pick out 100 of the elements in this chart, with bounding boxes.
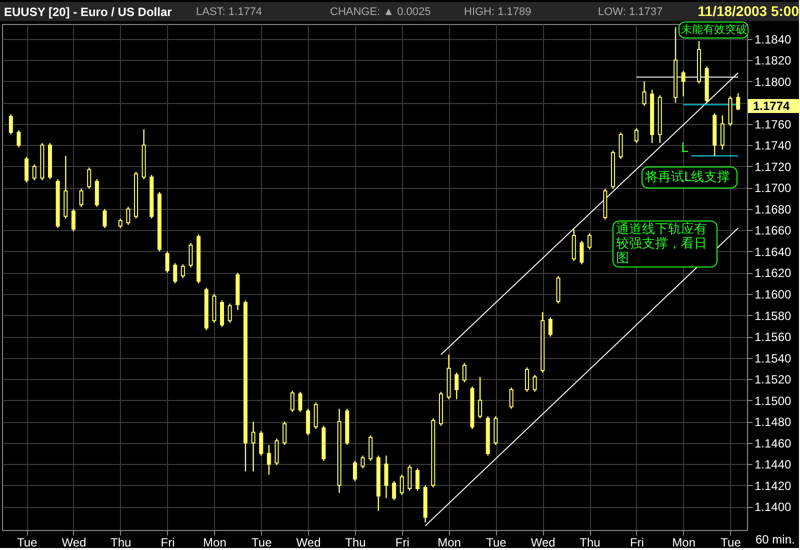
- candlestick: [87, 166, 92, 190]
- text: 11/18/2003 5:00: [698, 3, 800, 19]
- candlestick: [509, 386, 514, 410]
- y-tick-label: 1.1520: [754, 372, 792, 387]
- candlestick: [94, 178, 99, 208]
- x-tick-label: Tue: [16, 536, 38, 550]
- candlestick: [251, 420, 256, 472]
- y-tick-label: 1.1720: [754, 160, 792, 174]
- text: LAST: 1.1774: [196, 6, 262, 18]
- x-tick-label: Fri: [395, 536, 410, 550]
- annotation: 未能有效突破: [681, 23, 747, 36]
- y-tick-label: 1.1700: [754, 181, 792, 196]
- y-tick-label: 1.1800: [754, 74, 792, 89]
- x-tick-label: Fri: [630, 536, 644, 550]
- x-tick-label: Tue: [486, 536, 507, 550]
- y-tick-label: 1.1540: [754, 351, 792, 366]
- candlestick: [556, 275, 560, 304]
- x-tick-label: Wed: [296, 536, 321, 550]
- candlestick: [266, 444, 271, 476]
- candlestick: [588, 232, 592, 250]
- candlestick: [524, 366, 529, 392]
- y-tick-label: 1.1620: [754, 266, 792, 280]
- candlestick: [165, 250, 170, 274]
- y-tick-label: 1.1480: [754, 415, 792, 430]
- candlestick: [720, 114, 724, 150]
- candlestick: [290, 390, 294, 413]
- y-tick-label: 1.1560: [754, 330, 792, 344]
- candlestick: [282, 420, 287, 446]
- candlestick: [368, 434, 373, 462]
- x-tick-label: Wed: [530, 536, 556, 550]
- annotation: 将再试L线支撑: [644, 170, 730, 185]
- x-tick-label: Thu: [345, 536, 366, 550]
- candlestick: [416, 468, 420, 492]
- candlestick: [32, 164, 36, 181]
- candlestick: [618, 132, 623, 160]
- candlestick: [352, 460, 357, 482]
- y-tick-label: 1.1820: [754, 54, 792, 68]
- candlestick: [79, 188, 84, 208]
- candlestick: [580, 240, 584, 265]
- x-tick-label: Mon: [438, 536, 461, 550]
- text: CHANGE: ▲ 0.0025: [330, 6, 431, 18]
- candlestick: [454, 372, 459, 400]
- y-tick-label: 1.1460: [754, 436, 792, 450]
- candlestick: [180, 264, 185, 279]
- candlestick: [71, 208, 76, 232]
- candlestick: [408, 464, 412, 492]
- chart-title: EUUSY [20] - Euro / US Dollar: [4, 5, 172, 19]
- y-tick-label: 1.1740: [754, 138, 792, 153]
- candlestick: [173, 262, 178, 284]
- candlestick: [188, 242, 193, 268]
- x-axis-title: 60 min.: [756, 532, 795, 546]
- annotation: L: [681, 141, 689, 156]
- candlestick: [736, 92, 740, 111]
- candlestick: [572, 228, 576, 262]
- candlestick: [228, 302, 232, 324]
- candlestick: [220, 300, 224, 328]
- candlestick: [102, 208, 107, 229]
- y-tick-label: 1.1420: [754, 478, 792, 493]
- candlestick: [298, 391, 302, 413]
- x-tick-label: Mon: [672, 536, 696, 550]
- y-tick-label: 1.1500: [754, 394, 792, 408]
- candlestick: [259, 430, 264, 456]
- text: LOW: 1.1737: [598, 6, 663, 18]
- y-tick-label: 1.1660: [754, 224, 792, 238]
- y-tick-label: 1.1760: [754, 117, 792, 132]
- x-tick-label: Thu: [580, 536, 600, 550]
- x-tick-label: Wed: [62, 536, 86, 550]
- candlestick: [314, 402, 318, 430]
- candlestick: [532, 374, 537, 392]
- candlestick: [642, 80, 646, 106]
- candlestick: [681, 70, 686, 97]
- candlestick: [306, 408, 310, 436]
- x-tick-label: Mon: [203, 536, 226, 550]
- candlestick: [548, 316, 552, 338]
- text: HIGH: 1.1789: [464, 6, 532, 18]
- y-tick-label: 1.1680: [754, 202, 792, 216]
- annotation: 通道线下轨应有较强支撑，看日图: [616, 221, 707, 266]
- candlestick: [8, 114, 13, 136]
- y-tick-label: 1.1400: [754, 500, 792, 514]
- x-tick-label: Tue: [252, 536, 272, 550]
- candlestick: [384, 454, 388, 499]
- candlestick: [118, 218, 122, 229]
- candlestick: [126, 206, 130, 226]
- y-tick-label: 1.1840: [754, 32, 792, 46]
- x-tick-label: Fri: [160, 536, 175, 550]
- candlestick: [16, 130, 21, 148]
- candlestick: [360, 454, 365, 469]
- y-tick-label: 1.1580: [754, 308, 792, 323]
- y-tick-label: 1.1440: [754, 458, 792, 472]
- x-tick-label: Thu: [110, 536, 132, 550]
- candlestick: [462, 362, 466, 383]
- text: 1.1774: [753, 99, 790, 113]
- candlestick: [24, 156, 29, 183]
- x-tick-label: Tue: [720, 536, 742, 550]
- candlestick: [400, 474, 404, 496]
- candlestick: [634, 128, 638, 144]
- y-tick-label: 1.1640: [754, 244, 792, 259]
- y-tick-label: 1.1600: [754, 288, 792, 302]
- candlestick: [478, 376, 482, 419]
- candlestick: [392, 480, 396, 501]
